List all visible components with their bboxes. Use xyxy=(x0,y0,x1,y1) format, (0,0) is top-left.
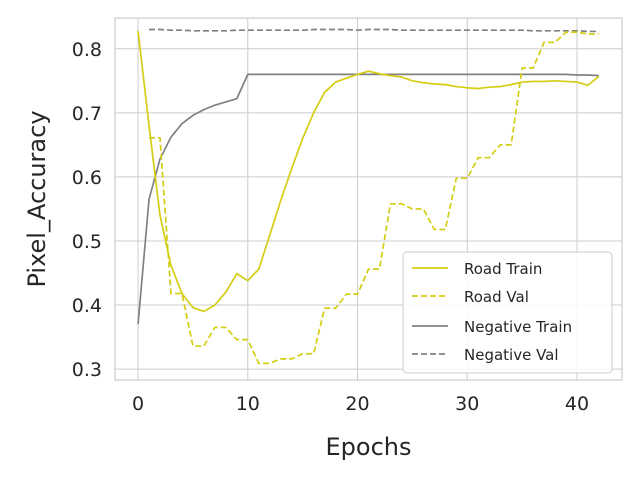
legend-label-negative-train: Negative Train xyxy=(464,318,572,336)
series-line-road-val xyxy=(149,31,599,365)
grid xyxy=(115,18,622,380)
legend-label-road-val: Road Val xyxy=(464,288,529,306)
y-tick-label: 0.8 xyxy=(72,39,102,61)
x-tick-label: 0 xyxy=(132,393,144,415)
x-axis-label: Epochs xyxy=(326,433,412,461)
y-tick-label: 0.7 xyxy=(72,103,102,125)
y-tick-label: 0.5 xyxy=(72,231,102,253)
plot-frame xyxy=(114,17,623,381)
series-layer xyxy=(137,28,600,365)
series-line-negative-train xyxy=(137,73,599,325)
legend-label-road-train: Road Train xyxy=(464,260,542,278)
x-tick-label: 40 xyxy=(565,393,589,415)
tick-labels: 0 10 20 30 40 0.3 0.4 0.5 0.6 0.7 0.8 xyxy=(72,39,589,415)
y-tick-label: 0.4 xyxy=(72,295,102,317)
x-tick-label: 10 xyxy=(236,393,260,415)
series-line-negative-val xyxy=(149,28,599,33)
series-line-road-train xyxy=(137,30,600,313)
y-tick-label: 0.3 xyxy=(72,359,102,381)
y-axis-label: Pixel_Accuracy xyxy=(23,110,51,287)
x-tick-label: 20 xyxy=(345,393,369,415)
y-tick-label: 0.6 xyxy=(72,167,102,189)
legend-box xyxy=(402,251,613,374)
legend: Road Train Road Val Negative Train Negat… xyxy=(402,251,613,374)
legend-label-negative-val: Negative Val xyxy=(464,346,559,364)
x-tick-label: 30 xyxy=(455,393,479,415)
